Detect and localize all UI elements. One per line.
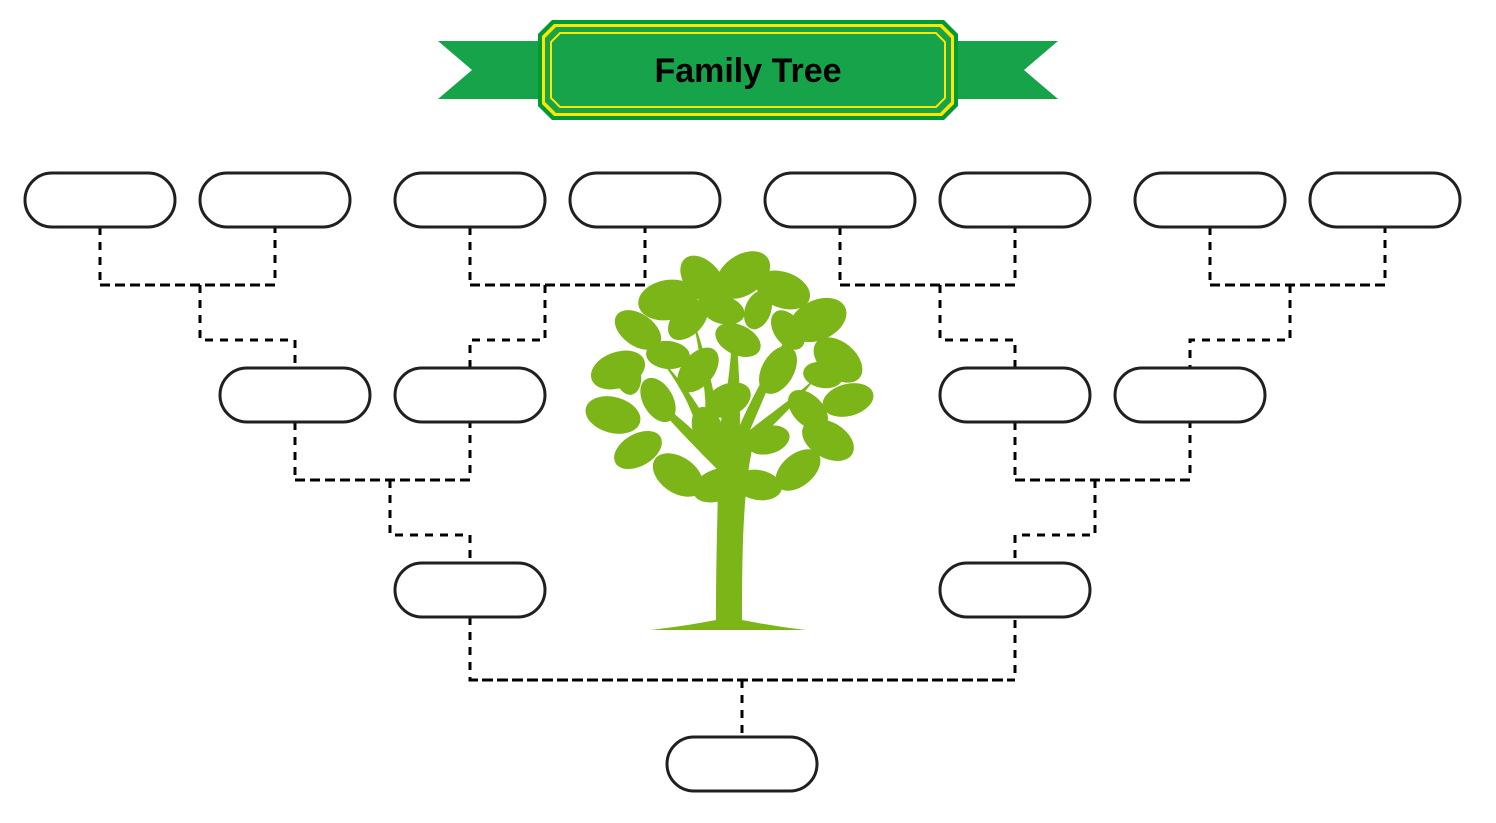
tree-node[interactable] xyxy=(940,173,1090,227)
tree-node[interactable] xyxy=(395,563,545,617)
tree-node[interactable] xyxy=(940,563,1090,617)
banner-title: Family Tree xyxy=(654,52,841,90)
tree-node[interactable] xyxy=(200,173,350,227)
tree-node[interactable] xyxy=(667,737,817,791)
tree-node[interactable] xyxy=(1310,173,1460,227)
tree-node[interactable] xyxy=(940,368,1090,422)
title-banner: Family Tree xyxy=(438,20,1058,120)
tree-node[interactable] xyxy=(395,368,545,422)
tree-node[interactable] xyxy=(25,173,175,227)
tree-node[interactable] xyxy=(765,173,915,227)
tree-node[interactable] xyxy=(1115,368,1265,422)
tree-node[interactable] xyxy=(395,173,545,227)
tree-node[interactable] xyxy=(1135,173,1285,227)
tree-icon xyxy=(581,241,877,630)
tree-node[interactable] xyxy=(570,173,720,227)
family-tree-diagram: Family Tree xyxy=(0,0,1496,823)
tree-node[interactable] xyxy=(220,368,370,422)
